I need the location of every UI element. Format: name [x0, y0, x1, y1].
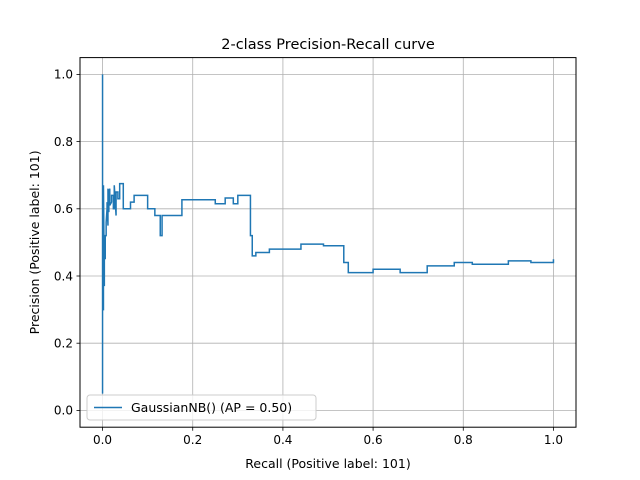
x-tick-label: 0.6 [364, 433, 383, 447]
ticks: 0.0 0.2 0.4 0.6 0.8 1.0 0.0 0.2 0.4 0.6 0.8 1.0 [54, 68, 563, 448]
chart-title: 2-class Precision-Recall curve [221, 37, 435, 53]
legend-entry-gaussiannb: GaussianNB() (AP = 0.50) [131, 400, 292, 415]
y-tick-label: 0.8 [54, 135, 73, 149]
y-tick-label: 0.2 [54, 337, 73, 351]
y-tick-label: 0.0 [54, 404, 73, 418]
x-tick-label: 0.2 [183, 433, 202, 447]
series-line-gaussiannb [101, 74, 555, 394]
x-tick-label: 1.0 [544, 433, 563, 447]
y-tick-label: 0.4 [54, 269, 73, 283]
y-tick-label: 0.6 [54, 202, 73, 216]
y-tick-label: 1.0 [54, 68, 73, 82]
legend-box [86, 394, 317, 421]
x-tick-label: 0.4 [273, 433, 292, 447]
plot-frame [79, 57, 577, 428]
legend: GaussianNB() (AP = 0.50) [86, 394, 317, 421]
x-tick-label: 0.0 [93, 433, 112, 447]
y-axis-label: Precision (Positive label: 101) [27, 150, 42, 334]
x-axis-label: Recall (Positive label: 101) [245, 456, 410, 471]
series-layer [101, 74, 555, 394]
grid [80, 57, 576, 428]
x-tick-label: 0.8 [454, 433, 473, 447]
